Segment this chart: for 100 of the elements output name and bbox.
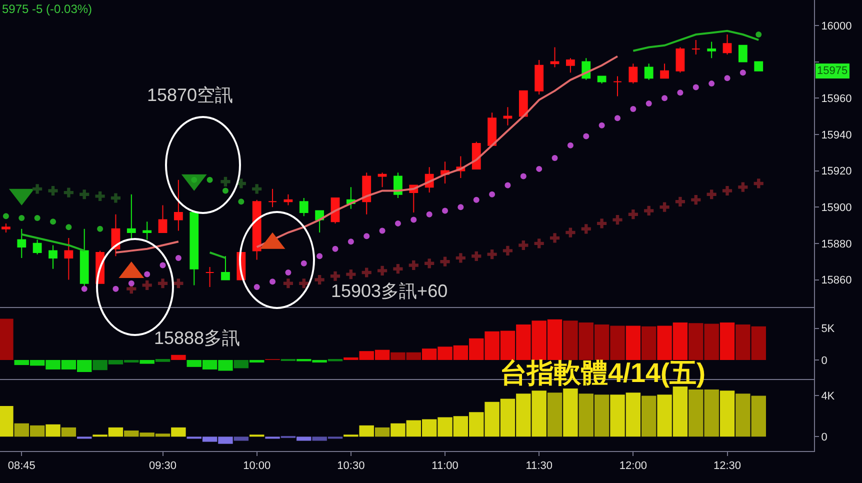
bar	[296, 436, 312, 441]
candlestick	[268, 188, 277, 208]
bar	[626, 326, 641, 360]
point	[424, 258, 434, 268]
candlestick	[707, 41, 716, 59]
candlestick	[378, 172, 387, 188]
point	[18, 214, 25, 221]
bar	[46, 424, 60, 437]
point	[630, 106, 636, 112]
annotation: 15975	[817, 65, 848, 77]
point	[756, 32, 762, 38]
point	[566, 228, 576, 238]
point	[332, 246, 338, 252]
y-tick-label: 15880	[821, 238, 852, 250]
point	[724, 75, 730, 82]
point	[158, 278, 168, 288]
point	[738, 182, 748, 192]
candlestick	[205, 266, 214, 288]
point	[346, 270, 356, 280]
candlestick	[64, 237, 74, 280]
point	[50, 218, 56, 225]
bar	[234, 436, 249, 441]
candlestick	[252, 199, 262, 260]
point	[458, 204, 464, 210]
point	[175, 254, 182, 261]
y-tick-label: 0	[821, 432, 828, 444]
point	[362, 268, 372, 278]
point	[536, 166, 542, 172]
point	[80, 190, 90, 200]
point	[552, 155, 558, 162]
bar	[249, 360, 264, 363]
bar	[641, 396, 656, 437]
x-tick-label: 08:45	[8, 460, 36, 472]
point	[644, 206, 654, 216]
bar	[720, 390, 735, 437]
candlestick	[174, 179, 183, 232]
point	[473, 196, 480, 203]
point	[660, 202, 670, 212]
point	[706, 190, 716, 200]
point	[410, 216, 417, 223]
point	[708, 80, 715, 87]
bar	[0, 406, 14, 437]
point	[330, 271, 340, 281]
point	[520, 173, 526, 180]
candlestick	[17, 228, 26, 258]
point	[364, 233, 370, 240]
candlestick	[566, 58, 575, 74]
y-tick-label: 15940	[821, 129, 852, 142]
point	[285, 269, 292, 276]
y-tick-label: 15920	[821, 166, 852, 178]
point	[254, 284, 260, 290]
y-tick-label: 15960	[821, 92, 852, 105]
annotation: 15903多訊+60	[331, 281, 448, 301]
candlestick	[158, 204, 168, 234]
point	[597, 218, 607, 228]
bar	[234, 360, 249, 368]
point	[426, 211, 432, 218]
point	[502, 246, 513, 256]
point	[393, 264, 403, 274]
bar	[171, 354, 186, 360]
point	[236, 178, 246, 188]
point	[270, 278, 276, 285]
point	[691, 195, 701, 205]
point	[238, 198, 244, 205]
annotation: 台指軟體4/14(五)	[500, 358, 706, 388]
point	[612, 215, 622, 225]
candlestick	[362, 172, 372, 215]
y-tick-label: 15900	[821, 202, 852, 214]
point	[646, 100, 652, 107]
candlestick	[691, 39, 700, 55]
point	[160, 262, 166, 268]
candlestick	[660, 63, 669, 79]
candlestick	[597, 76, 606, 84]
x-tick-label: 11:30	[526, 460, 552, 472]
point	[379, 228, 386, 234]
candlestick	[550, 46, 560, 68]
point	[32, 184, 42, 194]
candlestick	[190, 212, 199, 286]
point	[220, 176, 230, 186]
x-tick-label: 11:00	[432, 460, 458, 472]
point	[206, 176, 213, 183]
annotation: 15888多訊	[154, 328, 240, 348]
point	[64, 188, 74, 198]
point	[740, 70, 746, 76]
point	[754, 178, 764, 188]
point	[110, 193, 121, 203]
point	[252, 184, 262, 194]
point	[144, 271, 150, 278]
x-tick-label: 12:30	[713, 460, 742, 472]
point	[472, 251, 482, 261]
point	[66, 224, 72, 230]
point	[628, 210, 638, 220]
point	[581, 224, 591, 234]
point	[97, 226, 104, 232]
candlestick	[754, 61, 764, 72]
point	[614, 115, 620, 122]
bar	[155, 359, 170, 362]
point	[81, 286, 88, 292]
candlestick	[394, 172, 402, 199]
bar	[641, 326, 656, 360]
